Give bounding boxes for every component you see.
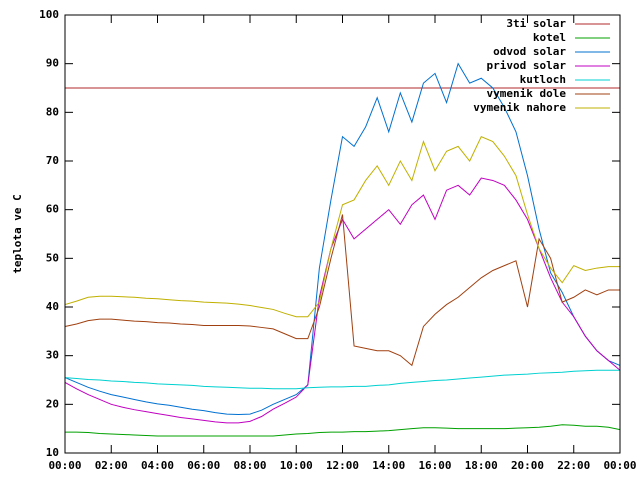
x-tick-label: 04:00	[141, 459, 174, 472]
x-tick-label: 08:00	[233, 459, 266, 472]
x-tick-label: 00:00	[603, 459, 636, 472]
x-tick-label: 02:00	[95, 459, 128, 472]
y-axis-label: teplota ve C	[11, 194, 24, 273]
series-line	[65, 424, 621, 437]
series-line	[64, 62, 621, 416]
y-tick-label: 70	[46, 154, 59, 167]
y-tick-label: 30	[46, 349, 59, 362]
x-tick-label: 06:00	[187, 459, 220, 472]
x-tick-label: 10:00	[280, 459, 313, 472]
legend-label: privod solar	[487, 59, 567, 72]
legend-label: vymenik dole	[487, 87, 567, 100]
legend-label: vymenik nahore	[473, 101, 566, 114]
x-tick-label: 14:00	[372, 459, 405, 472]
y-tick-label: 80	[46, 105, 59, 118]
y-tick-label: 60	[46, 203, 59, 216]
legend-label: kotel	[533, 31, 566, 44]
x-tick-label: 22:00	[557, 459, 590, 472]
y-tick-label: 50	[46, 251, 59, 264]
plot-border	[64, 14, 621, 454]
x-tick-label: 20:00	[511, 459, 544, 472]
y-tick-label: 20	[46, 397, 59, 410]
x-tick-label: 12:00	[326, 459, 359, 472]
series-line	[64, 136, 620, 318]
y-tick-label: 10	[46, 446, 59, 459]
legend-label: kutloch	[520, 73, 566, 86]
legend-label: 3ti solar	[506, 17, 566, 30]
y-tick-label: 100	[39, 8, 59, 21]
x-tick-label: 16:00	[418, 459, 451, 472]
x-tick-label: 00:00	[48, 459, 81, 472]
series-line	[64, 214, 620, 367]
series-line	[64, 369, 620, 390]
y-tick-label: 40	[46, 300, 59, 313]
legend-label: odvod solar	[493, 45, 566, 58]
x-tick-label: 18:00	[465, 459, 498, 472]
y-tick-label: 90	[46, 57, 59, 70]
